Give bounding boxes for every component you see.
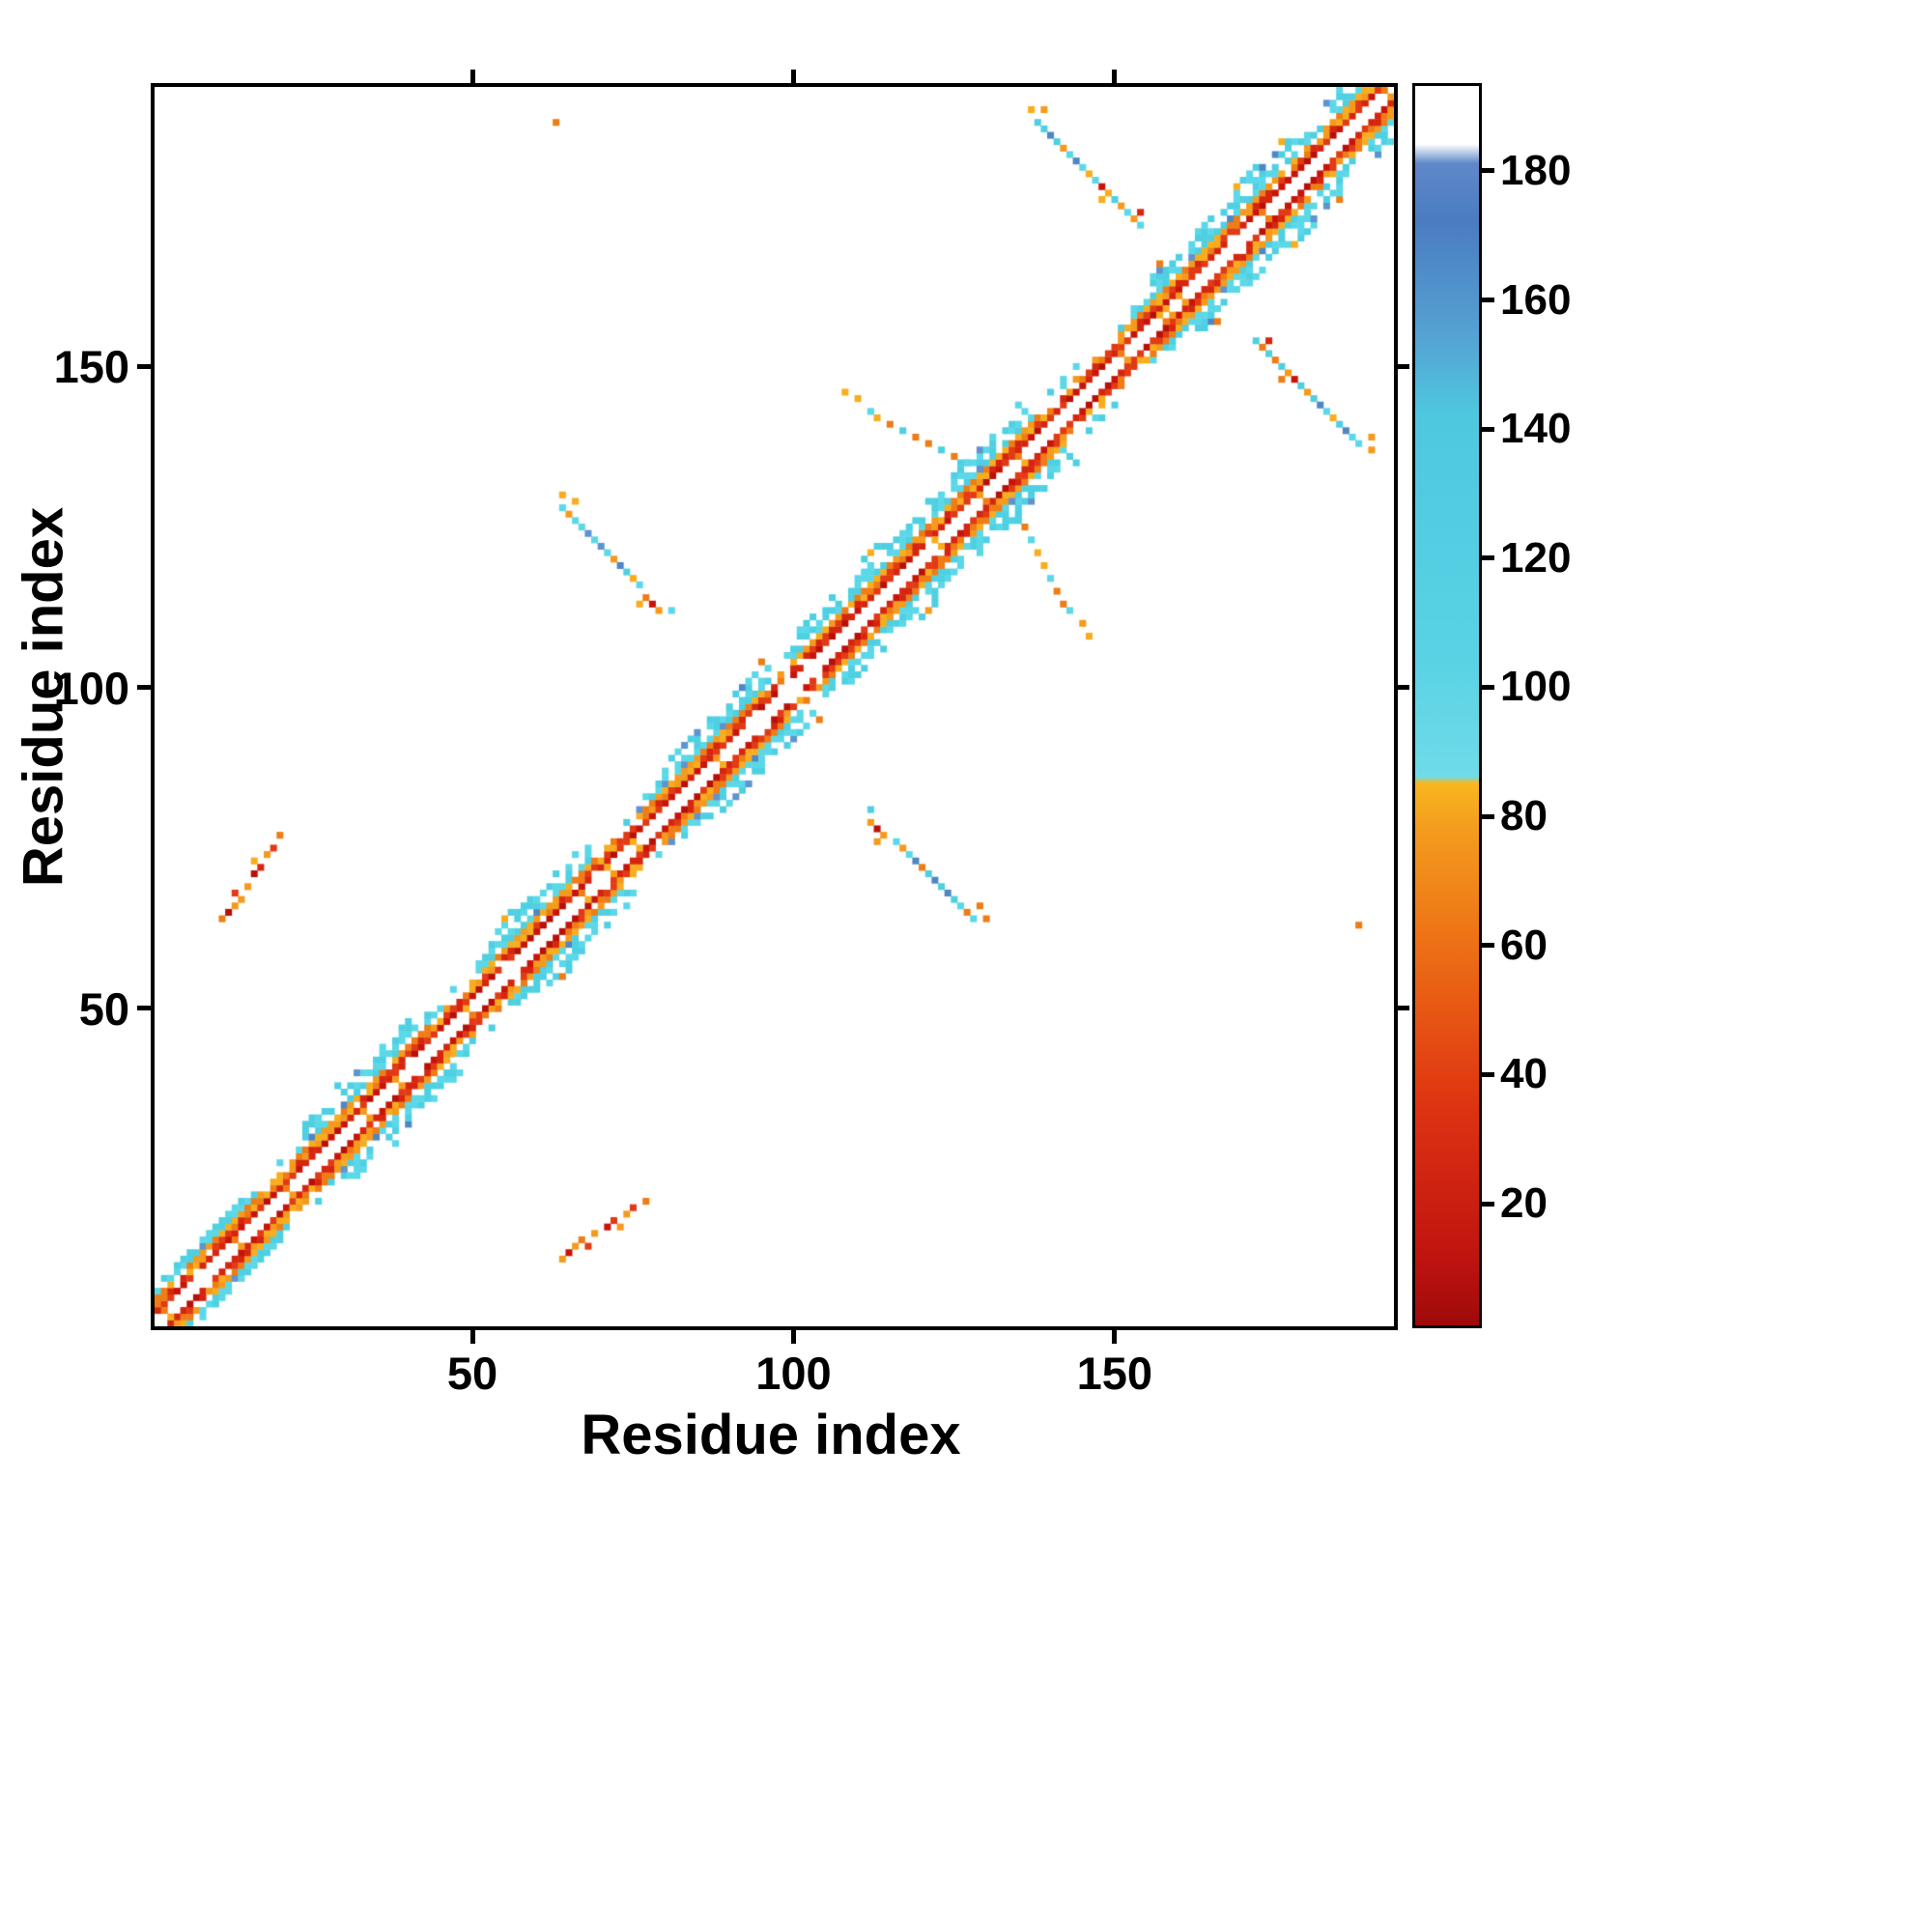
- heatmap-canvas: [155, 87, 1394, 1326]
- colorbar: [1412, 83, 1482, 1328]
- x-axis-title: Residue index: [581, 1404, 961, 1466]
- colorbar-tick-mark: [1482, 813, 1494, 819]
- y-tick-mark-left: [137, 685, 151, 691]
- colorbar-gradient: [1415, 86, 1479, 1325]
- colorbar-tick-label: 140: [1500, 405, 1572, 453]
- plot-area: [151, 83, 1398, 1330]
- y-tick-label: 150: [53, 341, 129, 393]
- colorbar-tick-mark: [1482, 943, 1494, 949]
- x-tick-mark-top: [1112, 70, 1118, 83]
- colorbar-tick-mark: [1482, 1201, 1494, 1207]
- x-tick-mark-top: [469, 70, 475, 83]
- colorbar-tick-label: 80: [1500, 792, 1548, 840]
- colorbar-tick-mark: [1482, 684, 1494, 690]
- x-tick-label: 50: [446, 1348, 498, 1399]
- y-tick-mark-right: [1398, 363, 1409, 369]
- colorbar-tick-label: 100: [1500, 663, 1572, 711]
- colorbar-tick-mark: [1482, 555, 1494, 561]
- x-tick-mark-top: [790, 70, 796, 83]
- x-tick-label: 150: [1076, 1348, 1153, 1399]
- y-tick-label: 100: [53, 662, 129, 714]
- x-tick-mark-bottom: [790, 1330, 796, 1344]
- y-tick-label: 50: [78, 982, 129, 1035]
- y-tick-mark-left: [137, 363, 151, 369]
- colorbar-tick-mark: [1482, 426, 1494, 432]
- colorbar-tick-label: 160: [1500, 275, 1572, 324]
- colorbar-tick-mark: [1482, 1071, 1494, 1077]
- x-tick-mark-bottom: [1112, 1330, 1118, 1344]
- colorbar-tick-label: 60: [1500, 921, 1548, 969]
- colorbar-tick-label: 40: [1500, 1050, 1548, 1098]
- x-tick-mark-bottom: [469, 1330, 475, 1344]
- y-tick-mark-right: [1398, 685, 1409, 691]
- y-tick-mark-left: [137, 1006, 151, 1011]
- colorbar-tick-label: 180: [1500, 146, 1572, 194]
- colorbar-tick-mark: [1482, 298, 1494, 303]
- colorbar-tick-mark: [1482, 168, 1494, 174]
- colorbar-tick-label: 120: [1500, 533, 1572, 582]
- y-tick-mark-right: [1398, 1006, 1409, 1011]
- x-tick-label: 100: [755, 1348, 832, 1399]
- colorbar-tick-label: 20: [1500, 1179, 1548, 1228]
